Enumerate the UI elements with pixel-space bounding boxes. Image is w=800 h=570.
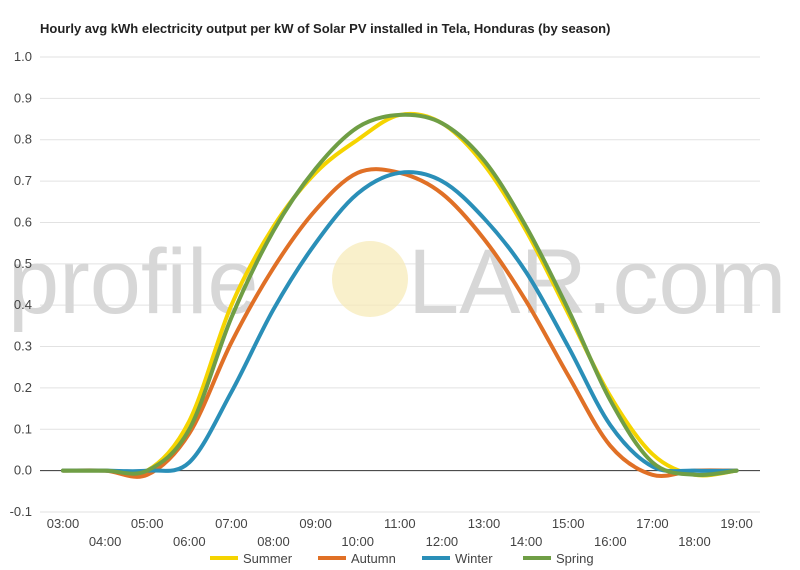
- y-tick-label: 0.7: [14, 173, 32, 188]
- legend-label: Summer: [243, 551, 293, 566]
- y-tick-label: 0.1: [14, 421, 32, 436]
- x-tick-label: 08:00: [257, 534, 290, 549]
- watermark-logo: profile LAR.com: [8, 231, 786, 333]
- x-tick-label: 03:00: [47, 516, 80, 531]
- y-tick-label: 1.0: [14, 49, 32, 64]
- x-tick-label: 10:00: [341, 534, 374, 549]
- series-line-winter: [61, 170, 739, 474]
- y-tick-label: 0.4: [14, 297, 32, 312]
- x-tick-label: 19:00: [720, 516, 753, 531]
- y-tick-label: 0.9: [14, 90, 32, 105]
- x-tick-label: 13:00: [468, 516, 501, 531]
- x-tick-label: 09:00: [299, 516, 332, 531]
- y-tick-label: -0.1: [10, 504, 32, 519]
- x-tick-label: 12:00: [426, 534, 459, 549]
- x-tick-label: 04:00: [89, 534, 122, 549]
- series-line-spring: [61, 112, 739, 478]
- legend-label: Autumn: [351, 551, 396, 566]
- x-tick-label: 15:00: [552, 516, 585, 531]
- y-tick-label: 0.5: [14, 256, 32, 271]
- x-tick-label: 16:00: [594, 534, 627, 549]
- x-tick-label: 06:00: [173, 534, 206, 549]
- x-tick-label: 05:00: [131, 516, 164, 531]
- y-tick-label: 0.2: [14, 380, 32, 395]
- legend-label: Winter: [455, 551, 493, 566]
- y-tick-label: 0.3: [14, 339, 32, 354]
- y-tick-label: 0.8: [14, 132, 32, 147]
- chart-title: Hourly avg kWh electricity output per kW…: [40, 21, 610, 36]
- x-tick-label: 11:00: [384, 516, 416, 531]
- x-axis: 03:00 04:00 05:00 06:00 07:00 08:00 09:00 10:00…: [47, 516, 753, 549]
- x-tick-label: 07:00: [215, 516, 248, 531]
- watermark-text-left: profile: [8, 231, 259, 333]
- series-lines: [61, 111, 739, 479]
- y-tick-label: 0.6: [14, 214, 32, 229]
- watermark-text-right: LAR.com: [408, 231, 786, 333]
- legend: Summer Autumn Winter Spring: [210, 551, 594, 566]
- y-tick-label: 0.0: [14, 463, 32, 478]
- x-tick-label: 18:00: [678, 534, 711, 549]
- x-tick-label: 14:00: [510, 534, 543, 549]
- legend-label: Spring: [556, 551, 594, 566]
- watermark-sun-icon: [332, 241, 408, 317]
- x-tick-label: 17:00: [636, 516, 669, 531]
- y-axis: -0.1 0.0 0.1 0.2 0.3 0.4 0.5 0.6 0.7 0.8 0.9 1.0: [10, 49, 32, 519]
